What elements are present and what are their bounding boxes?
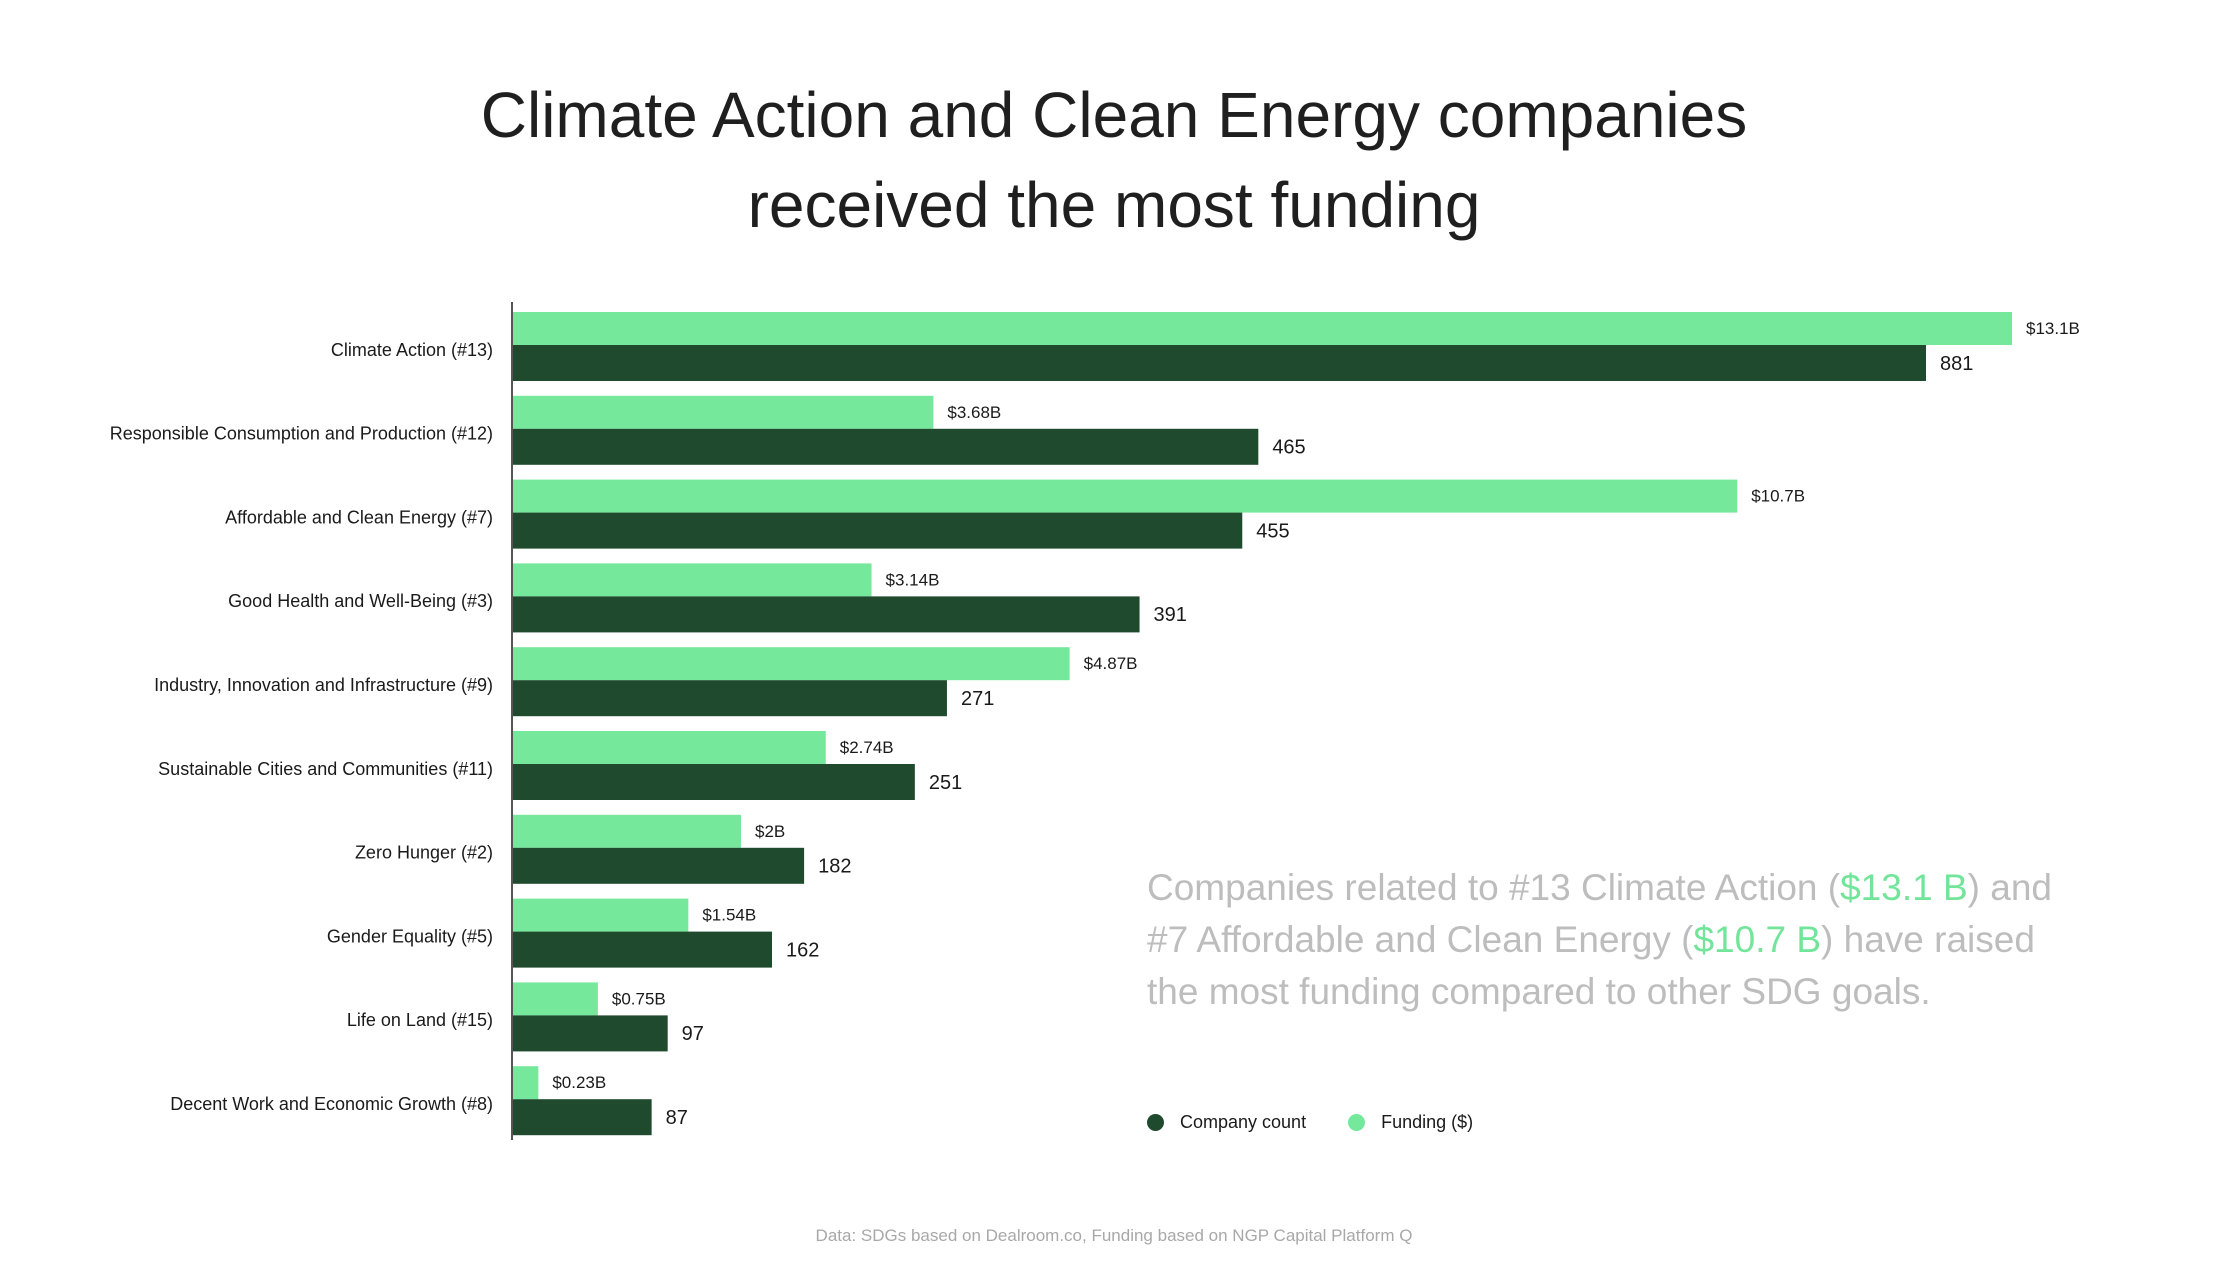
funding-value-label: $3.14B xyxy=(886,570,940,589)
funding-bar xyxy=(512,1066,539,1100)
funding-bar xyxy=(512,312,2012,345)
funding-value-label: $2B xyxy=(755,822,785,841)
company-count-bar xyxy=(512,931,773,968)
company-count-value-label: 97 xyxy=(682,1023,704,1045)
funding-value-label: $4.87B xyxy=(1084,654,1138,673)
funding-bar xyxy=(512,731,826,764)
category-label: Affordable and Clean Energy (#7) xyxy=(225,507,493,527)
annotation-part-3: ) have raised the most funding compared … xyxy=(1147,919,2035,1012)
annotation-highlight-climate: $13.1 B xyxy=(1840,867,1968,908)
category-label: Decent Work and Economic Growth (#8) xyxy=(170,1094,493,1114)
funding-bar xyxy=(512,814,742,848)
legend-item-funding: Funding ($) xyxy=(1348,1112,1473,1133)
funding-bar xyxy=(512,563,872,597)
chart-title: Climate Action and Clean Energy companie… xyxy=(0,70,2228,250)
category-label: Life on Land (#15) xyxy=(347,1010,493,1030)
category-label: Industry, Innovation and Infrastructure … xyxy=(154,675,493,695)
company-count-bar xyxy=(512,1015,668,1052)
funding-value-label: $10.7B xyxy=(1751,487,1805,506)
company-count-value-label: 182 xyxy=(818,856,851,878)
company-count-value-label: 391 xyxy=(1154,604,1187,626)
company-count-value-label: 87 xyxy=(666,1107,688,1129)
company-count-bar xyxy=(512,680,947,717)
funding-bar xyxy=(512,647,1070,681)
funding-value-label: $0.23B xyxy=(552,1073,606,1092)
category-label: Climate Action (#13) xyxy=(331,340,493,360)
company-count-bar xyxy=(512,596,1140,633)
company-count-value-label: 162 xyxy=(786,939,819,961)
company-count-bar xyxy=(512,1099,652,1136)
company-count-bar xyxy=(512,345,1926,381)
chart-legend: Company count Funding ($) xyxy=(1147,1112,1515,1133)
company-count-bar xyxy=(512,428,1259,465)
category-label: Responsible Consumption and Production (… xyxy=(110,424,493,444)
company-count-value-label: 465 xyxy=(1272,437,1305,459)
company-count-bar xyxy=(512,847,805,884)
funding-bar xyxy=(512,898,689,932)
category-label: Sustainable Cities and Communities (#11) xyxy=(158,759,493,779)
company-count-value-label: 455 xyxy=(1256,520,1289,542)
funding-bar xyxy=(512,395,934,429)
annotation-part-1: Companies related to #13 Climate Action … xyxy=(1147,867,1841,908)
annotation-highlight-energy: $10.7 B xyxy=(1693,919,1822,960)
legend-item-count: Company count xyxy=(1147,1112,1306,1133)
source-footer: Data: SDGs based on Dealroom.co, Funding… xyxy=(815,1226,1413,1245)
funding-value-label: $13.1B xyxy=(2026,319,2080,338)
category-label: Zero Hunger (#2) xyxy=(355,843,493,863)
category-label: Gender Equality (#5) xyxy=(327,926,493,946)
legend-label-funding: Funding ($) xyxy=(1381,1112,1474,1132)
company-count-bar xyxy=(512,512,1243,549)
legend-dot-count xyxy=(1147,1114,1164,1131)
funding-bar xyxy=(512,479,1738,513)
company-count-bar xyxy=(512,764,915,800)
funding-value-label: $0.75B xyxy=(612,989,666,1008)
funding-value-label: $2.74B xyxy=(840,738,894,757)
annotation-text: Companies related to #13 Climate Action … xyxy=(1147,862,2087,1018)
chart-title-line-1: Climate Action and Clean Energy companie… xyxy=(480,79,1748,151)
company-count-value-label: 251 xyxy=(929,772,962,794)
funding-bar xyxy=(512,982,598,1016)
legend-dot-funding xyxy=(1348,1114,1366,1131)
annotation-part-2: ) and #7 Affordable and Clean Energy ( xyxy=(1147,867,2052,960)
category-label: Good Health and Well-Being (#3) xyxy=(228,591,493,611)
bar-chart: Climate Action (#13) $13.1B 881 Responsible… xyxy=(110,302,2080,1140)
company-count-value-label: 881 xyxy=(1940,353,1973,375)
chart-title-line-2: received the most funding xyxy=(747,169,1481,241)
funding-value-label: $1.54B xyxy=(702,906,756,925)
company-count-value-label: 271 xyxy=(961,688,994,710)
funding-value-label: $3.68B xyxy=(947,403,1001,422)
legend-label-count: Company count xyxy=(1180,1112,1307,1132)
